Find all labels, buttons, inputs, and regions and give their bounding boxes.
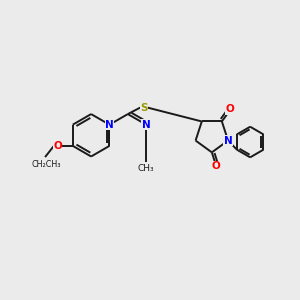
Text: N: N xyxy=(224,136,233,146)
Text: CH₂CH₃: CH₂CH₃ xyxy=(32,160,61,169)
Text: N: N xyxy=(142,120,151,130)
Text: CH₃: CH₃ xyxy=(138,164,154,172)
Text: N: N xyxy=(105,120,114,130)
Text: O: O xyxy=(226,104,235,114)
Text: O: O xyxy=(53,141,62,151)
Text: S: S xyxy=(140,103,148,112)
Text: O: O xyxy=(212,161,220,172)
